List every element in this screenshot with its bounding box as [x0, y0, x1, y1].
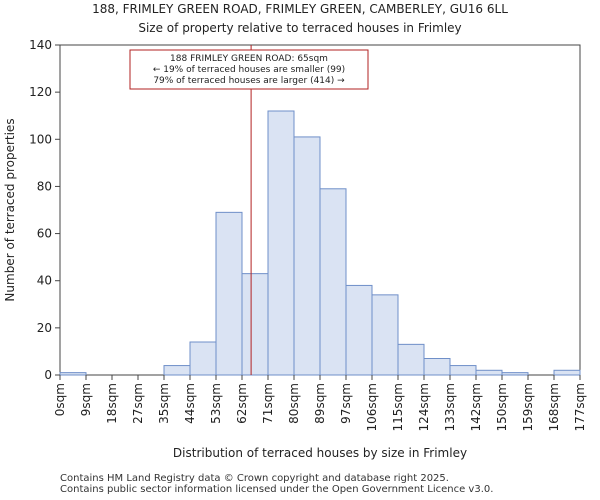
x-tick-label: 106sqm [365, 383, 379, 431]
x-ticks-group: 0sqm 9sqm 18sqm 27sqm 35sqm 44sqm 53sqm 62sqm 71… [53, 375, 587, 431]
bar-115sqm [397, 343, 425, 376]
annotation-line-3: 79% of terraced houses are larger (414) … [153, 76, 345, 86]
x-tick-label: 177sqm [573, 383, 587, 431]
y-tick-label: 20 [37, 321, 52, 335]
bar-44sqm [189, 341, 217, 376]
y-axis-label: Number of terraced properties [3, 118, 17, 301]
x-tick-label: 150sqm [495, 383, 509, 431]
y-tick-label: 60 [37, 227, 52, 241]
y-ticks-group: 0 20 40 60 80 100 120 140 [29, 38, 60, 382]
y-tick-label: 80 [37, 179, 52, 193]
x-axis-label: Distribution of terraced houses by size … [173, 446, 467, 460]
bar-106sqm [371, 294, 399, 376]
y-tick-label: 100 [29, 132, 52, 146]
annotation-line-2: ← 19% of terraced houses are smaller (99… [153, 65, 345, 75]
x-tick-label: 44sqm [183, 383, 197, 424]
x-tick-label: 133sqm [443, 383, 457, 431]
bar-142sqm [475, 369, 503, 376]
footer-line-1: Contains HM Land Registry data © Crown c… [60, 473, 449, 484]
bar-35sqm [163, 365, 191, 376]
bar-150sqm [501, 372, 529, 376]
bar-124sqm [423, 358, 451, 376]
y-tick-label: 140 [29, 38, 52, 52]
x-tick-label: 89sqm [313, 383, 327, 424]
bar-62sqm [241, 273, 269, 376]
y-tick-label: 0 [44, 368, 52, 382]
bar-71sqm [267, 110, 295, 376]
x-tick-label: 168sqm [547, 383, 561, 431]
y-tick-label: 40 [37, 274, 52, 288]
x-tick-label: 35sqm [157, 383, 171, 424]
x-tick-label: 18sqm [105, 383, 119, 424]
x-tick-label: 62sqm [235, 383, 249, 424]
bar-97sqm [345, 284, 373, 376]
bar-168sqm [553, 369, 581, 376]
chart-title: 188, FRIMLEY GREEN ROAD, FRIMLEY GREEN, … [92, 2, 508, 16]
bars-group [59, 110, 581, 376]
x-tick-label: 97sqm [339, 383, 353, 424]
x-tick-label: 124sqm [417, 383, 431, 431]
x-tick-label: 53sqm [209, 383, 223, 424]
y-tick-label: 120 [29, 85, 52, 99]
x-tick-label: 115sqm [391, 383, 405, 431]
annotation-frame [129, 49, 369, 90]
bar-80sqm [293, 136, 321, 376]
bar-53sqm [215, 211, 243, 376]
footer-line-2: Contains public sector information licen… [60, 484, 494, 495]
bar-89sqm [319, 188, 347, 376]
bar-133sqm [449, 365, 477, 376]
bar-0sqm [59, 372, 87, 376]
x-tick-label: 80sqm [287, 383, 301, 424]
x-tick-label: 142sqm [469, 383, 483, 431]
x-tick-label: 159sqm [521, 383, 535, 431]
annotation-line-1: 188 FRIMLEY GREEN ROAD: 65sqm [170, 54, 328, 64]
annotation-box: 188 FRIMLEY GREEN ROAD: 65sqm ← 19% of t… [129, 49, 369, 90]
chart-subtitle: Size of property relative to terraced ho… [138, 21, 461, 35]
x-tick-label: 27sqm [131, 383, 145, 424]
x-tick-label: 71sqm [261, 383, 275, 424]
x-tick-label: 0sqm [53, 383, 67, 416]
x-tick-label: 9sqm [79, 383, 93, 416]
